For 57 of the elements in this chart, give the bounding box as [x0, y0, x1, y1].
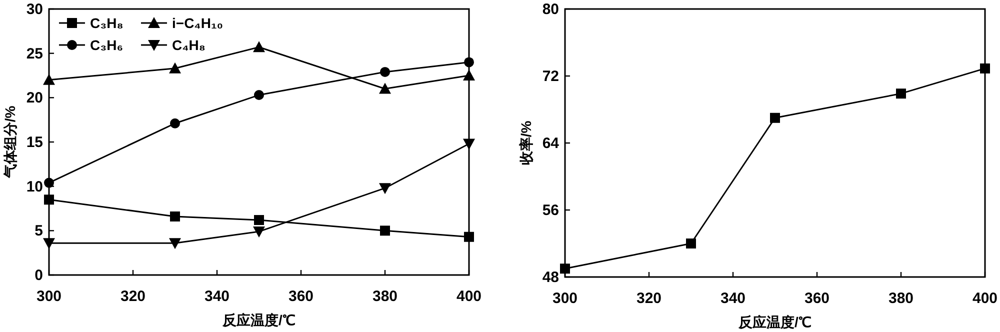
x-axis-title: 反应温度/℃ [222, 312, 296, 328]
point [44, 194, 54, 205]
point [770, 112, 780, 123]
x-tick-label: 400 [972, 290, 998, 307]
point [253, 41, 265, 52]
x-tick-label: 300 [36, 288, 62, 305]
x-tick-label: 360 [288, 288, 314, 305]
x-tick-label: 380 [372, 288, 398, 305]
point [380, 226, 390, 236]
y-tick-label: 80 [542, 1, 559, 18]
x-tick-label: 300 [552, 290, 578, 307]
x-tick-label: 360 [804, 290, 830, 307]
point [254, 90, 264, 100]
legend-label: C₃H₆ [90, 37, 124, 53]
legend-label: C₄H₈ [172, 37, 206, 53]
point [463, 70, 475, 80]
y-tick-label: 64 [542, 135, 560, 152]
y-tick-label: 15 [26, 134, 43, 151]
y-tick-label: 30 [26, 1, 43, 18]
legend-label: i−C₄H₁₀ [172, 15, 224, 31]
point [44, 178, 54, 188]
point [170, 118, 180, 128]
y-tick-label: 72 [542, 68, 559, 85]
legend-label: C₃H₈ [90, 15, 124, 31]
point [464, 57, 474, 68]
x-tick-label: 320 [636, 290, 662, 307]
point [253, 226, 265, 238]
point [686, 238, 696, 248]
y-tick-label: 5 [34, 222, 43, 240]
y-axis-title: 收率/% [518, 120, 534, 166]
y-tick-label: 25 [26, 45, 43, 62]
x-tick-label: 400 [456, 288, 482, 305]
y-tick-label: 10 [26, 178, 43, 196]
y-tick-label: 56 [542, 202, 559, 219]
x-tick-label: 340 [720, 290, 746, 307]
point [560, 264, 570, 274]
point [980, 63, 990, 74]
y-tick-label: 48 [542, 269, 559, 286]
point [169, 62, 181, 74]
point [379, 183, 391, 194]
point [43, 74, 55, 85]
y-axis-title: 气体组分/% [2, 105, 18, 180]
point [463, 138, 475, 150]
point [169, 238, 181, 250]
x-tick-label: 340 [204, 288, 230, 305]
x-axis-title: 反应温度/℃ [738, 314, 812, 330]
point [464, 232, 474, 242]
point [43, 238, 55, 250]
point [380, 66, 390, 77]
x-tick-label: 380 [888, 290, 914, 307]
x-tick-label: 320 [120, 288, 146, 305]
y-tick-label: 20 [26, 90, 43, 107]
point [379, 82, 391, 94]
point [170, 211, 180, 222]
point [254, 215, 264, 226]
y-tick-label: 0 [34, 267, 43, 284]
point [896, 88, 906, 99]
